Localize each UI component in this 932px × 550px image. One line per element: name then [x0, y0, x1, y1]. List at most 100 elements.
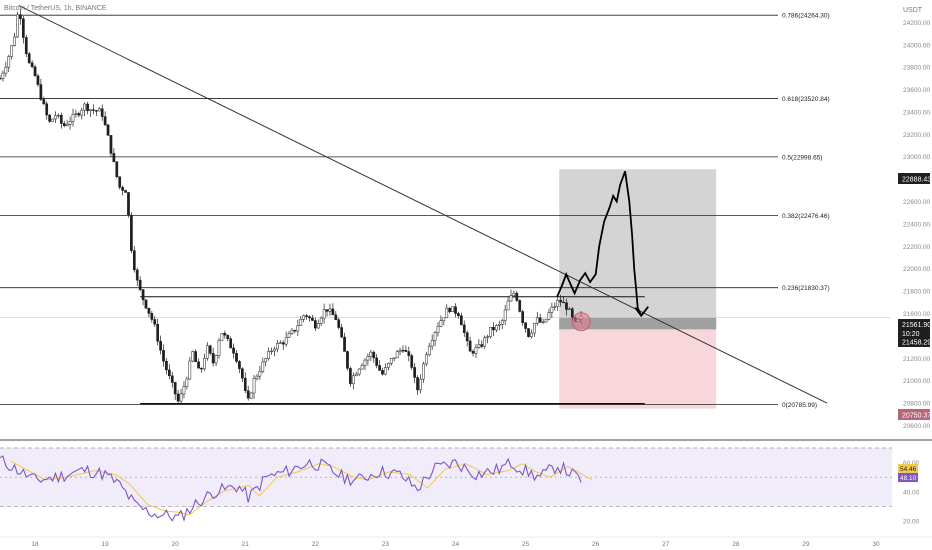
candle-body — [235, 353, 238, 362]
entry-price-text: 21458.29 — [902, 340, 931, 347]
candle-body — [465, 332, 469, 342]
candle-body — [451, 306, 454, 312]
candle-body — [468, 340, 472, 352]
candle-body — [392, 357, 396, 359]
price-axis[interactable]: 20600.0020800.0021000.0021200.0021400.00… — [903, 20, 930, 430]
price-tick-label: 23600.00 — [903, 87, 930, 94]
candle-body — [515, 292, 519, 301]
candle-body — [135, 269, 139, 281]
candle-body — [246, 390, 250, 399]
candle-body — [299, 318, 303, 326]
candle-body — [150, 313, 154, 320]
stop-price-text: 20750.37 — [902, 413, 931, 420]
time-axis[interactable]: 18 19 20 21 22 23 24 25 26 27 28 29 30 — [31, 541, 880, 548]
candle-body — [36, 75, 40, 85]
candle-body — [182, 386, 186, 395]
candle-body — [170, 375, 174, 383]
candle-body — [471, 350, 475, 354]
candle-body — [424, 354, 428, 365]
stop-price-badge: 20750.37 — [898, 409, 931, 420]
candle-body — [445, 307, 449, 319]
price-tick-label: 21600.00 — [903, 311, 930, 318]
candle-body — [509, 295, 513, 302]
entry-marker — [571, 312, 591, 332]
candle-body — [4, 66, 8, 74]
entry-price-badge: 21458.29 — [898, 336, 931, 347]
candle-body — [130, 214, 133, 251]
candle-body — [188, 360, 192, 380]
candle-body — [267, 351, 270, 359]
candle-body — [54, 115, 57, 120]
candle-body — [71, 114, 75, 122]
candle-body — [261, 361, 265, 372]
target-price-text: 22888.43 — [902, 177, 931, 184]
candle-body — [255, 375, 259, 379]
candle-body — [351, 375, 355, 384]
fib-label-4: 0.236(21830.37) — [782, 285, 830, 292]
candle-body — [474, 347, 478, 354]
candle-body — [203, 357, 206, 370]
candle-body — [7, 56, 11, 68]
candle-body — [173, 382, 177, 395]
candle-body — [316, 323, 320, 329]
candle-body — [346, 351, 349, 369]
countdown-text: 10:20 — [902, 331, 920, 338]
projection-path[interactable] — [556, 170, 643, 317]
candle-body — [162, 350, 165, 362]
candle-body — [349, 368, 352, 384]
candle-body — [395, 351, 399, 359]
time-tick-label: 18 — [31, 541, 39, 548]
candle-body — [568, 308, 571, 310]
time-tick-label: 20 — [172, 541, 180, 548]
candle-body — [278, 342, 282, 344]
time-tick-label: 27 — [662, 541, 670, 548]
candle-body — [462, 324, 466, 333]
candle-body — [179, 393, 183, 402]
candle-body — [287, 333, 291, 338]
fib-levels[interactable]: 0.786(24264.30) 0.618(23520.84) 0.5(22998.… — [0, 13, 890, 409]
time-tick-label: 24 — [452, 541, 460, 548]
candle-body — [538, 317, 542, 323]
candle-body — [521, 311, 525, 323]
loss-zone[interactable] — [559, 329, 717, 409]
candle-body — [340, 327, 343, 338]
candle-body — [112, 153, 116, 162]
candle-body — [106, 124, 110, 136]
candle-body — [337, 319, 341, 328]
price-tick-label: 20800.00 — [903, 401, 930, 408]
price-tick-label: 24000.00 — [903, 42, 930, 49]
candle-body — [48, 114, 51, 122]
candle-body — [544, 318, 548, 323]
candle-body — [159, 340, 162, 351]
rsi-ma-line[interactable] — [10, 460, 593, 516]
candle-body — [109, 135, 113, 154]
price-tick-label: 23000.00 — [903, 154, 930, 161]
price-tick-label: 22200.00 — [903, 244, 930, 251]
candle-body — [366, 356, 370, 361]
arrow-down-icon — [634, 306, 649, 318]
candle-body — [375, 357, 379, 366]
rsi-line[interactable] — [0, 455, 582, 522]
time-tick-label: 22 — [312, 541, 320, 548]
rsi-axis[interactable]: 20.00 40.00 60.00 — [903, 460, 920, 526]
candle-body — [357, 368, 361, 375]
candle-body — [372, 351, 376, 359]
candle-body — [24, 37, 28, 54]
fib-label-2: 0.5(22998.65) — [782, 154, 822, 161]
candle-body — [343, 336, 346, 352]
candle-body — [103, 116, 107, 126]
price-tick-label: 22400.00 — [903, 221, 930, 228]
candle-body — [477, 344, 481, 348]
candle-body — [194, 351, 197, 363]
candle-body — [252, 378, 256, 394]
price-tick-label: 23400.00 — [903, 109, 930, 116]
candle-body — [512, 292, 516, 296]
candle-body — [413, 367, 416, 378]
candle-body — [132, 250, 136, 271]
candle-body — [565, 302, 568, 310]
candle-body — [165, 360, 168, 371]
candle-body — [533, 322, 536, 334]
trend-line[interactable] — [18, 5, 828, 404]
candle-body — [144, 299, 148, 309]
